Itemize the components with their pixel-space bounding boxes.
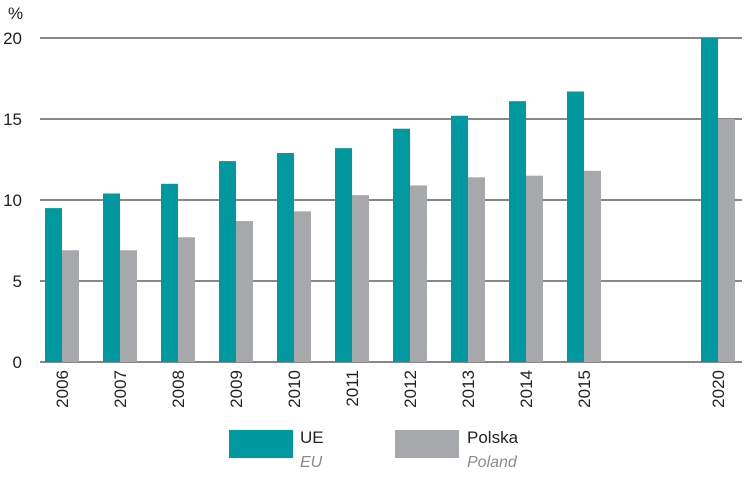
x-tick-label-2012: 2012 bbox=[401, 370, 420, 408]
y-tick-label-0: 0 bbox=[13, 353, 22, 372]
bar-ue-2012 bbox=[393, 128, 410, 362]
bar-ue-2013 bbox=[451, 115, 468, 362]
bar-ue-2015 bbox=[567, 91, 584, 363]
bar-polska-2013 bbox=[468, 177, 485, 362]
legend-label-ue: UE bbox=[300, 428, 324, 447]
legend-label-poland: Poland bbox=[467, 454, 518, 471]
y-tick-label-15: 15 bbox=[3, 110, 22, 129]
bar-ue-2009 bbox=[219, 161, 236, 362]
y-tick-label-20: 20 bbox=[3, 29, 22, 48]
legend-label-eu: EU bbox=[300, 454, 323, 471]
bar-ue-2011 bbox=[335, 148, 352, 362]
x-tick-label-2013: 2013 bbox=[459, 370, 478, 408]
y-tick-label-5: 5 bbox=[13, 272, 22, 291]
x-tick-label-2015: 2015 bbox=[575, 370, 594, 408]
legend-swatch-polska bbox=[395, 430, 459, 458]
bar-polska-2006 bbox=[62, 250, 79, 362]
bar-ue-2014 bbox=[509, 101, 526, 363]
x-tick-label-2006: 2006 bbox=[53, 370, 72, 408]
bar-ue-2010 bbox=[277, 153, 294, 362]
bar-polska-2007 bbox=[120, 250, 137, 362]
legend-swatch-ue bbox=[229, 430, 293, 458]
bar-polska-2008 bbox=[178, 237, 195, 362]
legend-label-polska: Polska bbox=[467, 428, 519, 447]
bar-polska-2015 bbox=[584, 170, 601, 362]
bar-polska-2010 bbox=[294, 211, 311, 362]
x-tick-label-2020: 2020 bbox=[709, 370, 728, 408]
y-tick-label-10: 10 bbox=[3, 191, 22, 210]
x-tick-label-2011: 2011 bbox=[343, 370, 362, 407]
bar-ue-2007 bbox=[103, 193, 120, 362]
bar-ue-2006 bbox=[45, 208, 62, 362]
x-tick-label-2009: 2009 bbox=[227, 370, 246, 408]
bar-polska-2014 bbox=[526, 175, 543, 362]
x-tick-label-2010: 2010 bbox=[285, 370, 304, 408]
bar-polska-2020 bbox=[718, 119, 735, 362]
x-tick-label-2007: 2007 bbox=[111, 370, 130, 408]
bar-ue-2008 bbox=[161, 183, 178, 362]
y-axis-unit-label: % bbox=[8, 4, 23, 23]
bar-ue-2020 bbox=[701, 38, 718, 362]
bar-polska-2011 bbox=[352, 195, 369, 362]
bar-polska-2009 bbox=[236, 221, 253, 362]
x-tick-label-2014: 2014 bbox=[517, 370, 536, 408]
legend: UE EU Polska Poland bbox=[229, 428, 519, 471]
x-tick-label-2008: 2008 bbox=[169, 370, 188, 408]
bar-polska-2012 bbox=[410, 185, 427, 362]
